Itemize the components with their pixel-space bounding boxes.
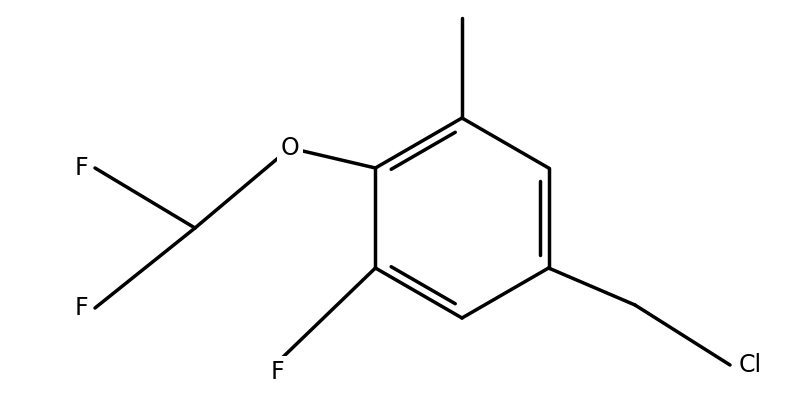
Text: O: O	[281, 136, 299, 160]
Text: Cl: Cl	[737, 353, 761, 377]
Text: F: F	[74, 156, 88, 180]
Text: F: F	[270, 360, 284, 384]
Text: F: F	[74, 296, 88, 320]
